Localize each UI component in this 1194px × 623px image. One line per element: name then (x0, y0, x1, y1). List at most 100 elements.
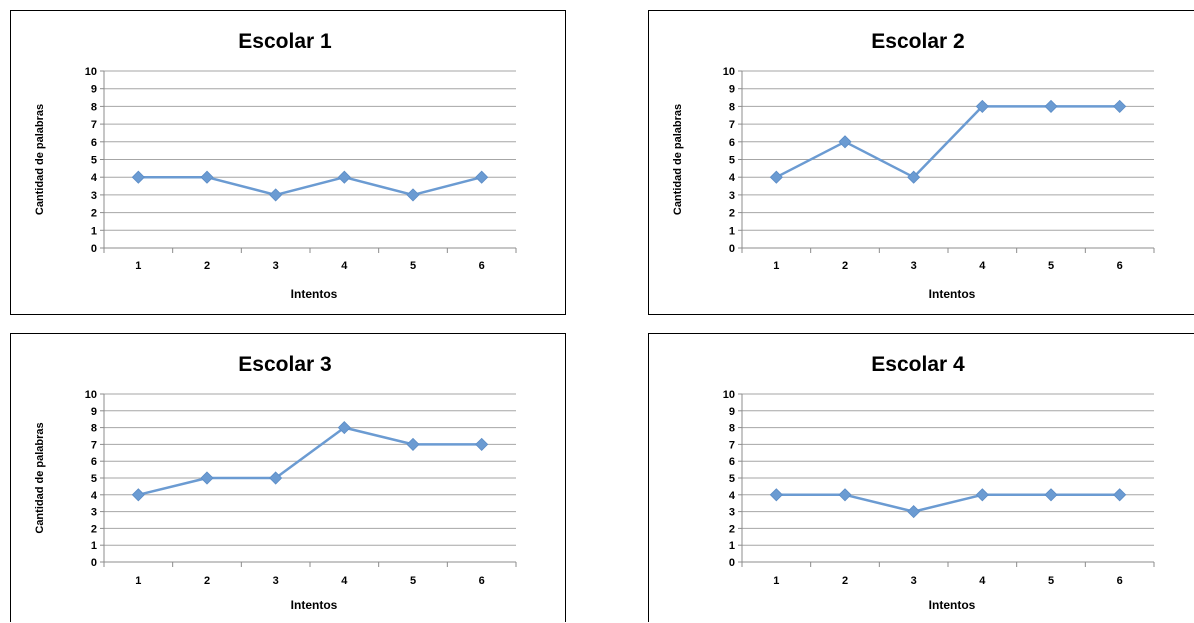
data-point (131, 170, 145, 184)
y-tick-label: 5 (91, 473, 97, 485)
y-tick-label: 7 (91, 439, 97, 451)
y-tick-label: 1 (91, 540, 97, 552)
y-tick-label: 9 (729, 406, 735, 418)
data-point (1044, 99, 1058, 113)
x-axis-label: Intentos (929, 598, 976, 612)
series-line (138, 426, 482, 497)
y-tick-label: 3 (91, 507, 97, 519)
y-tick-label: 9 (91, 406, 97, 418)
y-axis-label: Cantidad de palabras (34, 422, 46, 533)
y-tick-label: 0 (91, 557, 97, 569)
data-point (200, 471, 214, 485)
data-point (1113, 99, 1127, 113)
y-tick-label: 4 (729, 490, 736, 502)
y-tick-label: 7 (729, 119, 735, 131)
series-line (776, 493, 1120, 513)
y-tick-label: 8 (91, 101, 97, 113)
y-tick-label: 7 (729, 439, 735, 451)
chart-escolar-3: Escolar 3 0 1 2 3 4 5 6 7 8 9 10 1 2 3 4 5 6 Intentos Canti… (10, 333, 566, 622)
y-tick-label: 2 (729, 208, 735, 220)
chart-escolar-4: Escolar 4 0 1 2 3 4 5 6 7 8 9 10 1 2 3 4 5 6 Intentos (648, 333, 1194, 622)
chart-title: Escolar 1 (238, 30, 332, 53)
x-tick-label: 1 (135, 575, 141, 587)
data-point (131, 488, 145, 502)
x-tick-label: 5 (410, 260, 416, 272)
y-tick-label: 10 (723, 66, 735, 78)
data-point (269, 471, 283, 485)
x-tick-label: 2 (204, 260, 210, 272)
data-point (1113, 488, 1127, 502)
data-point (1044, 488, 1058, 502)
y-tick-label: 10 (723, 389, 735, 401)
y-tick-label: 10 (85, 66, 97, 78)
y-tick-label: 1 (729, 225, 735, 237)
y-tick-label: 8 (91, 423, 97, 435)
y-tick-label: 9 (91, 84, 97, 96)
data-point (337, 421, 351, 435)
data-point (975, 488, 989, 502)
x-tick-label: 6 (1117, 575, 1123, 587)
y-tick-label: 4 (729, 172, 736, 184)
x-tick-label: 1 (773, 260, 779, 272)
y-tick-label: 2 (91, 208, 97, 220)
x-tick-label: 1 (135, 260, 141, 272)
chart-escolar-1: Escolar 1 0 1 2 3 4 5 6 7 8 9 10 1 2 3 4 5 6 Intentos Canti… (10, 10, 566, 315)
data-point (838, 135, 852, 149)
series-line (138, 175, 482, 197)
y-tick-label: 4 (91, 490, 98, 502)
y-tick-label: 6 (91, 456, 97, 468)
data-point (838, 488, 852, 502)
chart-svg-escolar-3: Escolar 3 0 1 2 3 4 5 6 7 8 9 10 1 2 3 4 5 6 Intentos Canti… (34, 353, 517, 612)
x-axis-label: Intentos (291, 598, 338, 612)
x-tick-label: 4 (341, 575, 348, 587)
x-tick-label: 1 (773, 575, 779, 587)
y-tick-label: 5 (729, 473, 735, 485)
x-tick-label: 3 (911, 260, 917, 272)
data-point (269, 188, 283, 202)
x-tick-label: 4 (341, 260, 348, 272)
y-tick-label: 5 (91, 155, 97, 167)
x-tick-label: 6 (479, 575, 485, 587)
x-tick-label: 5 (410, 575, 416, 587)
y-tick-label: 3 (729, 190, 735, 202)
chart-title: Escolar 3 (238, 353, 331, 376)
data-point (769, 488, 783, 502)
chart-svg-escolar-1: Escolar 1 0 1 2 3 4 5 6 7 8 9 10 1 2 3 4 5 6 Intentos Canti… (34, 30, 517, 301)
data-point (406, 437, 420, 451)
data-point (406, 188, 420, 202)
x-tick-label: 3 (273, 575, 279, 587)
y-tick-label: 6 (729, 137, 735, 149)
y-tick-label: 3 (91, 190, 97, 202)
y-tick-label: 1 (729, 540, 735, 552)
data-point (907, 505, 921, 519)
y-tick-label: 1 (91, 225, 97, 237)
data-point (975, 99, 989, 113)
data-point (200, 170, 214, 184)
chart-title: Escolar 2 (871, 30, 964, 53)
chart-title: Escolar 4 (871, 353, 965, 376)
y-tick-label: 2 (729, 523, 735, 535)
y-tick-label: 9 (729, 84, 735, 96)
y-axis-label: Cantidad de palabras (672, 104, 684, 215)
data-point (337, 170, 351, 184)
y-tick-label: 8 (729, 423, 735, 435)
y-tick-label: 7 (91, 119, 97, 131)
x-tick-label: 6 (479, 260, 485, 272)
y-tick-label: 10 (85, 389, 97, 401)
data-point (475, 170, 489, 184)
y-tick-label: 2 (91, 523, 97, 535)
y-tick-label: 0 (729, 243, 735, 255)
x-axis-label: Intentos (291, 287, 338, 301)
y-tick-label: 4 (91, 172, 98, 184)
x-tick-label: 5 (1048, 575, 1054, 587)
chart-svg-escolar-2: Escolar 2 0 1 2 3 4 5 6 7 8 9 10 1 2 3 4 5 6 Intentos Canti… (672, 30, 1155, 301)
chart-svg-escolar-4: Escolar 4 0 1 2 3 4 5 6 7 8 9 10 1 2 3 4 5 6 Intentos (723, 353, 1155, 612)
x-tick-label: 2 (842, 260, 848, 272)
y-tick-label: 3 (729, 507, 735, 519)
x-tick-label: 2 (204, 575, 210, 587)
x-tick-label: 6 (1117, 260, 1123, 272)
data-point (907, 170, 921, 184)
x-tick-label: 4 (979, 260, 986, 272)
x-axis-label: Intentos (929, 287, 976, 301)
x-tick-label: 5 (1048, 260, 1054, 272)
